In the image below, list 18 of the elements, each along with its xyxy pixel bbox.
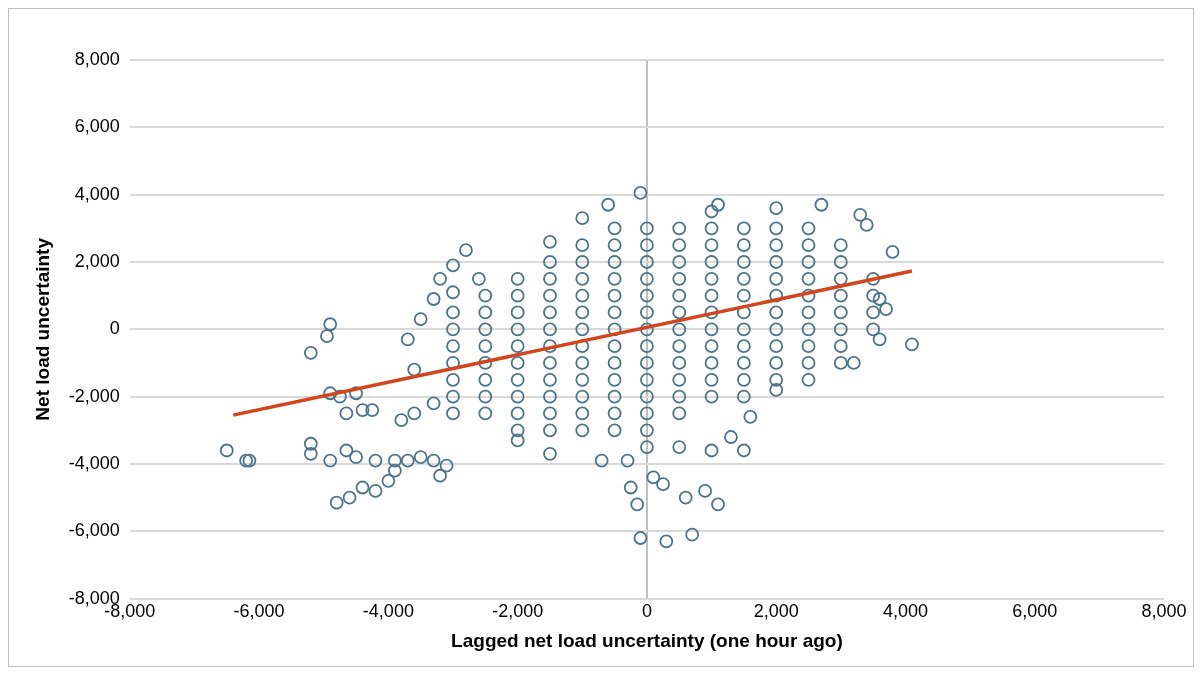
y-tick-label: 0	[109, 318, 120, 339]
y-tick-label: -4,000	[68, 452, 120, 473]
x-tick-label: -4,000	[362, 601, 414, 622]
y-tick-label: 2,000	[74, 250, 120, 271]
x-tick-label: 8,000	[1141, 601, 1187, 622]
x-tick-label: 4,000	[882, 601, 928, 622]
y-tick-label: 8,000	[74, 48, 120, 69]
x-tick-label: 2,000	[753, 601, 799, 622]
y-tick-label: -2,000	[68, 385, 120, 406]
y-tick-label: 6,000	[74, 116, 120, 137]
y-axis-title: Net load uncertainty	[31, 237, 53, 421]
x-tick-label: 0	[641, 601, 652, 622]
x-tick-label: -6,000	[233, 601, 285, 622]
x-tick-label: -2,000	[492, 601, 544, 622]
x-axis-title: Lagged net load uncertainty (one hour ago)	[451, 629, 843, 651]
x-tick-label: 6,000	[1012, 601, 1058, 622]
y-tick-label: 4,000	[74, 183, 120, 204]
y-tick-label: -6,000	[68, 520, 120, 541]
